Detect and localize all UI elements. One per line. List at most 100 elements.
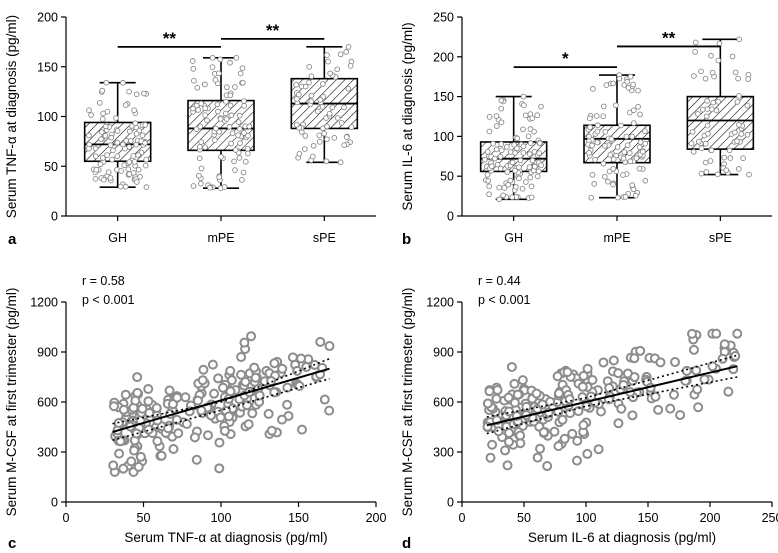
data-point — [217, 56, 224, 63]
data-point — [233, 55, 240, 61]
panel-label: a — [8, 231, 17, 248]
data-point — [594, 122, 601, 129]
data-point — [202, 112, 208, 118]
y-tick-label: 0 — [51, 496, 58, 510]
data-point — [118, 404, 129, 415]
data-point — [133, 461, 144, 472]
data-point — [502, 460, 513, 471]
y-axis-label: Serum M-CSF at first trimester (pg/ml) — [4, 288, 19, 517]
data-point — [92, 153, 99, 160]
data-point — [681, 365, 692, 376]
data-point — [485, 178, 492, 184]
data-point — [107, 175, 114, 181]
data-point — [202, 144, 208, 151]
data-point — [341, 104, 347, 111]
data-point — [309, 153, 316, 160]
data-point — [520, 126, 526, 133]
data-point — [241, 400, 252, 411]
data-point — [324, 123, 330, 130]
data-point — [213, 373, 224, 384]
data-point — [254, 390, 265, 401]
x-tick-label: 150 — [288, 511, 309, 525]
data-point — [627, 158, 634, 165]
data-point — [532, 452, 543, 463]
data-point — [526, 164, 533, 170]
data-point — [493, 146, 500, 153]
data-point — [615, 194, 621, 201]
data-point — [263, 408, 274, 419]
data-point — [486, 183, 492, 190]
data-point — [523, 179, 529, 185]
data-point — [308, 92, 315, 99]
data-point — [104, 108, 111, 115]
data-point — [536, 140, 543, 147]
data-point — [327, 70, 333, 77]
data-point — [630, 120, 637, 126]
data-point — [237, 70, 244, 77]
data-point — [114, 448, 125, 459]
data-point — [215, 412, 226, 423]
data-point — [493, 123, 500, 129]
data-point — [212, 77, 219, 83]
data-point — [537, 399, 548, 410]
y-tick-label: 250 — [433, 11, 454, 25]
data-point — [577, 381, 588, 392]
data-point — [218, 382, 229, 393]
data-point — [692, 39, 699, 46]
data-point — [621, 149, 628, 155]
panel-label: b — [402, 231, 411, 248]
data-point — [616, 403, 627, 414]
data-point — [498, 147, 505, 154]
data-point — [310, 142, 317, 149]
data-point — [235, 119, 242, 125]
data-point — [707, 361, 718, 372]
data-point — [601, 173, 608, 180]
data-point — [528, 194, 535, 201]
data-point — [237, 140, 243, 147]
data-point — [277, 414, 288, 425]
data-point — [228, 140, 234, 147]
data-point — [216, 174, 222, 180]
data-point — [493, 113, 500, 119]
data-point — [630, 81, 636, 88]
data-point — [296, 424, 307, 435]
data-point — [236, 126, 243, 132]
x-tick-label: 250 — [762, 511, 778, 525]
y-tick-label: 600 — [433, 396, 454, 410]
data-point — [306, 64, 313, 70]
x-tick-label: sPE — [313, 231, 336, 245]
data-point — [343, 49, 350, 55]
data-point — [503, 392, 514, 403]
x-tick-label: 200 — [700, 511, 721, 525]
data-point — [735, 75, 741, 82]
data-point — [197, 123, 204, 130]
data-point — [213, 125, 219, 132]
data-point — [223, 98, 229, 105]
data-point — [266, 425, 277, 436]
data-point — [723, 167, 730, 174]
data-point — [600, 160, 607, 167]
data-point — [324, 52, 330, 58]
data-point — [135, 451, 146, 462]
data-point — [227, 59, 233, 66]
data-point — [610, 156, 617, 163]
x-tick-label: 150 — [638, 511, 659, 525]
data-point — [565, 408, 576, 419]
data-point — [587, 124, 593, 131]
data-point — [102, 123, 109, 130]
data-point — [606, 168, 613, 175]
data-point — [198, 364, 209, 375]
data-point — [491, 393, 502, 404]
data-point — [216, 129, 223, 135]
data-point — [100, 155, 106, 161]
data-point — [117, 183, 124, 190]
data-point — [348, 124, 355, 130]
p-value: p < 0.001 — [478, 293, 531, 307]
data-point — [516, 175, 522, 182]
data-point — [122, 183, 129, 190]
data-point — [114, 139, 121, 146]
data-point — [86, 145, 92, 152]
data-point — [345, 43, 352, 50]
data-point — [215, 70, 222, 77]
